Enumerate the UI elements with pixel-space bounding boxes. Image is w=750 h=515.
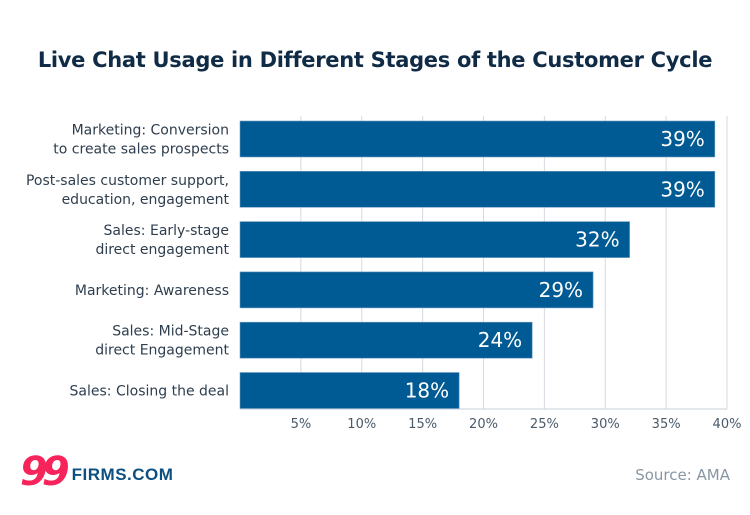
bar	[239, 120, 716, 158]
category-label: direct engagement	[95, 242, 229, 258]
bar	[239, 171, 716, 208]
bar	[239, 372, 460, 409]
data-label: 39%	[660, 177, 704, 201]
x-tick-label: 40%	[713, 417, 742, 432]
category-label: Sales: Early-stage	[104, 223, 229, 239]
category-label: Post-sales customer support,	[26, 173, 229, 189]
data-label: 18%	[405, 379, 449, 403]
x-tick-label: 10%	[347, 417, 376, 432]
bar	[239, 321, 533, 359]
x-tick-label: 25%	[530, 417, 559, 432]
x-tick-label: 30%	[591, 417, 620, 432]
chart-title: Live Chat Usage in Different Stages of t…	[37, 48, 713, 72]
category-label: Sales: Closing the deal	[70, 384, 229, 400]
x-tick-label: 35%	[652, 417, 681, 432]
logo-text: FIRMS.COM	[71, 465, 174, 484]
category-label: education, engagement	[62, 192, 230, 208]
bar	[239, 221, 630, 258]
x-tick-label: 5%	[291, 417, 312, 432]
category-label: direct Engagement	[95, 343, 229, 359]
data-label: 39%	[660, 127, 704, 151]
bar	[239, 271, 594, 309]
x-tick-label: 15%	[408, 417, 437, 432]
x-tick-label: 20%	[469, 417, 498, 432]
category-label: to create sales prospects	[53, 142, 229, 158]
category-label: Marketing: Conversion	[72, 123, 229, 139]
source-note: Source: AMA	[635, 466, 730, 484]
data-label: 32%	[575, 228, 619, 252]
logo-number: 99	[20, 449, 70, 495]
category-label: Sales: Mid-Stage	[112, 324, 229, 340]
data-label: 24%	[478, 328, 522, 352]
category-label: Marketing: Awareness	[75, 283, 229, 299]
99firms-logo: 99 FIRMS.COM	[20, 449, 174, 495]
data-label: 29%	[539, 278, 583, 302]
